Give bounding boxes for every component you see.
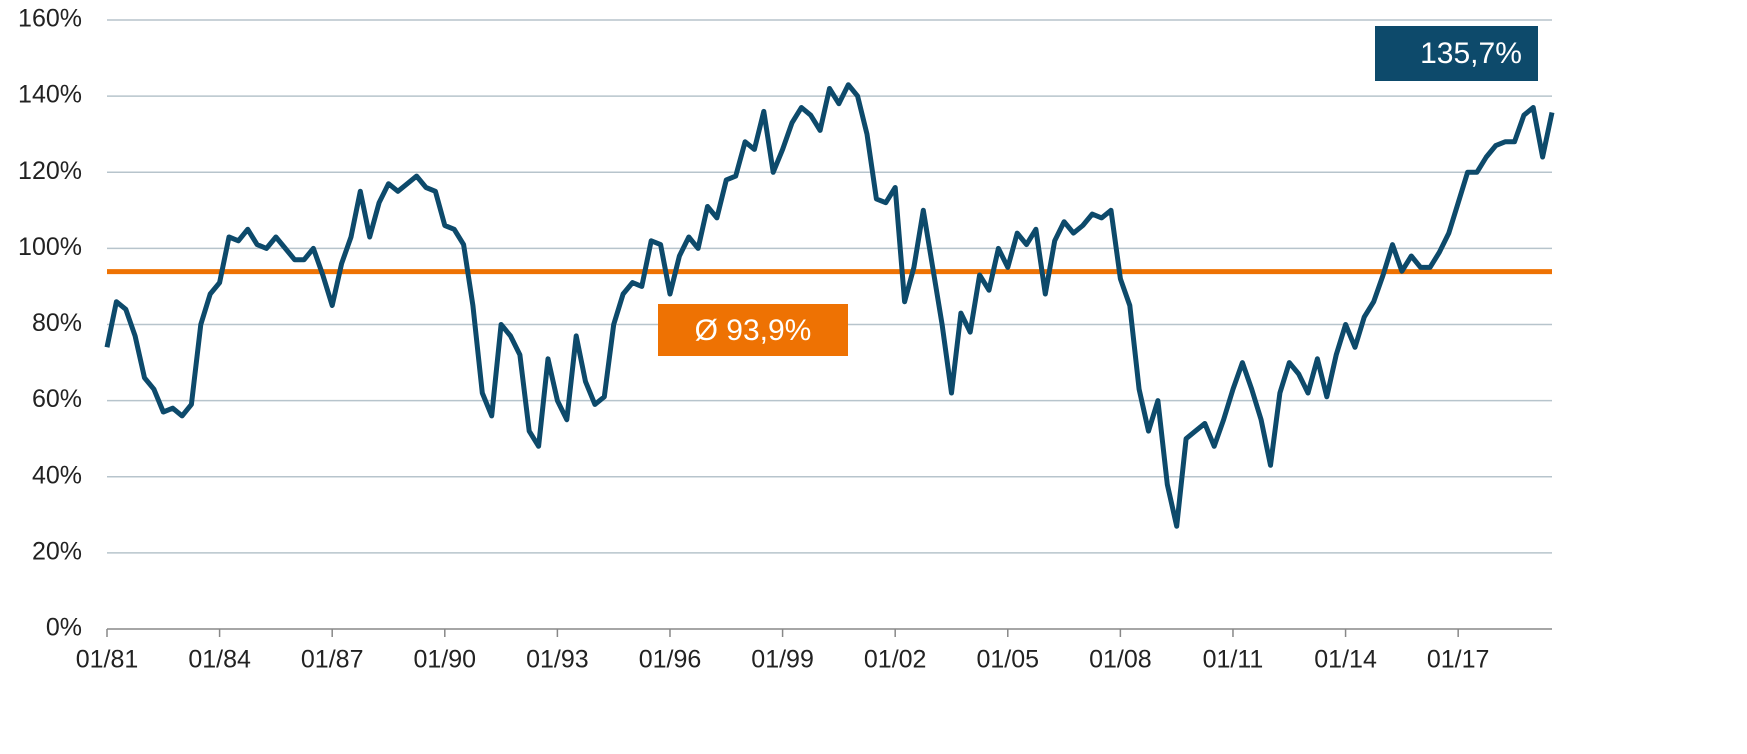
y-tick-label: 120% (18, 157, 82, 185)
x-tick-label: 01/84 (188, 646, 251, 674)
y-tick-label: 40% (32, 461, 82, 489)
x-tick-label: 01/17 (1427, 646, 1490, 674)
x-tick-label: 01/08 (1089, 646, 1152, 674)
value-label: 135,7% (1420, 37, 1522, 70)
value-label-box (1375, 26, 1538, 81)
x-tick-label: 01/05 (976, 646, 1039, 674)
y-tick-label: 20% (32, 537, 82, 565)
y-tick-label: 140% (18, 81, 82, 109)
y-tick-label: 160% (18, 5, 82, 33)
y-tick-label: 0% (46, 614, 82, 642)
line (104, 82, 1555, 529)
y-tick-label: 60% (32, 385, 82, 413)
x-tick-label: 01/81 (76, 646, 139, 674)
x-tick-label: 01/02 (864, 646, 927, 674)
x-tick-label: 01/96 (639, 646, 702, 674)
x-tick-label: 01/14 (1314, 646, 1377, 674)
x-tick-label: 01/11 (1203, 646, 1264, 674)
x-tick-label: 01/99 (751, 646, 814, 674)
x-tick-label: 01/93 (526, 646, 589, 674)
reference-label: Ø 93,9% (695, 314, 812, 347)
y-tick-label: 80% (32, 309, 82, 337)
y-tick-label: 100% (18, 233, 82, 261)
x-tick-label: 01/90 (414, 646, 477, 674)
x-tick-label: 01/87 (301, 646, 364, 674)
reference-label-box (658, 304, 848, 356)
